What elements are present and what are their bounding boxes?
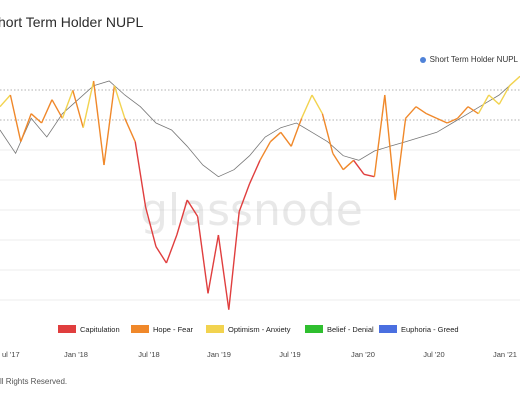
zone-swatch <box>379 325 397 333</box>
nupl-segment <box>446 117 458 124</box>
nupl-segment <box>176 199 188 236</box>
nupl-segment <box>436 117 448 124</box>
nupl-segment <box>426 113 438 119</box>
nupl-segment <box>259 141 272 161</box>
nupl-segment <box>20 113 32 142</box>
nupl-segment <box>0 94 11 108</box>
nupl-segment <box>51 99 64 119</box>
nupl-segment <box>113 85 126 119</box>
nupl-segment <box>9 94 22 142</box>
zone-swatch <box>58 325 76 333</box>
series-legend-dot <box>419 56 426 63</box>
nupl-segment <box>342 159 355 171</box>
nupl-segment <box>300 94 313 119</box>
nupl-segment <box>488 94 500 105</box>
zone-label: Hope - Fear <box>153 325 194 334</box>
x-tick-label: Jul '20 <box>423 350 444 359</box>
x-tick-label: Jul '19 <box>279 350 300 359</box>
x-tick-label: Jan '21 <box>493 350 517 359</box>
nupl-segment <box>155 246 167 264</box>
nupl-segment <box>269 131 282 143</box>
x-tick-label: Jan '18 <box>64 350 88 359</box>
zone-label: Belief - Denial <box>327 325 374 334</box>
x-tick-label: ul '17 <box>2 350 20 359</box>
zone-label: Euphoria - Greed <box>401 325 459 334</box>
x-tick-label: Jul '18 <box>138 350 159 359</box>
nupl-segment <box>290 118 303 147</box>
nupl-segment <box>415 106 427 115</box>
zone-swatch <box>131 325 149 333</box>
zone-swatch <box>206 325 224 333</box>
nupl-segment <box>228 211 240 310</box>
nupl-segment <box>457 106 469 119</box>
nupl-segment <box>196 216 209 294</box>
nupl-segment <box>394 118 407 201</box>
nupl-segment <box>405 106 417 119</box>
nupl-segment <box>72 90 84 128</box>
nupl-segment <box>134 141 147 208</box>
nupl-segment <box>384 94 396 201</box>
nupl-segment <box>217 234 230 310</box>
nupl-segment <box>207 234 220 294</box>
nupl-segment <box>353 159 365 175</box>
zone-swatch <box>305 325 323 333</box>
zone-label: Optimism - Anxiety <box>228 325 291 334</box>
nupl-segment <box>373 94 386 177</box>
nupl-segment <box>30 113 43 124</box>
nupl-segment <box>238 183 251 212</box>
nupl-segment <box>321 113 334 154</box>
nupl-segment <box>92 80 105 166</box>
series-legend[interactable]: Short Term Holder NUPL <box>419 55 518 64</box>
nupl-segment <box>332 152 344 171</box>
nupl-segment <box>248 160 261 184</box>
x-tick-label: Jan '19 <box>207 350 231 359</box>
chart-title: hort Term Holder NUPL <box>0 14 144 30</box>
nupl-segment <box>40 99 53 124</box>
watermark: glassnode <box>140 185 363 236</box>
series-legend-label: Short Term Holder NUPL <box>429 55 518 64</box>
nupl-segment <box>280 131 292 147</box>
nupl-segment <box>61 90 74 119</box>
nupl-segment <box>165 234 178 264</box>
nupl-segment <box>144 206 157 247</box>
price-line <box>0 76 520 178</box>
nupl-segment <box>186 199 199 217</box>
nupl-segment <box>509 75 520 87</box>
nupl-segment <box>103 85 116 166</box>
nupl-segment <box>124 118 136 142</box>
nupl-segment <box>311 94 324 115</box>
nupl-segment <box>477 94 490 115</box>
x-tick-label: Jan '20 <box>351 350 375 359</box>
copyright-footer: ll Rights Reserved. <box>0 377 68 386</box>
zone-label: Capitulation <box>80 325 120 334</box>
nupl-segment <box>363 173 375 178</box>
nupl-segment <box>467 106 479 115</box>
nupl-segment <box>498 85 511 105</box>
nupl-segment <box>82 80 95 128</box>
